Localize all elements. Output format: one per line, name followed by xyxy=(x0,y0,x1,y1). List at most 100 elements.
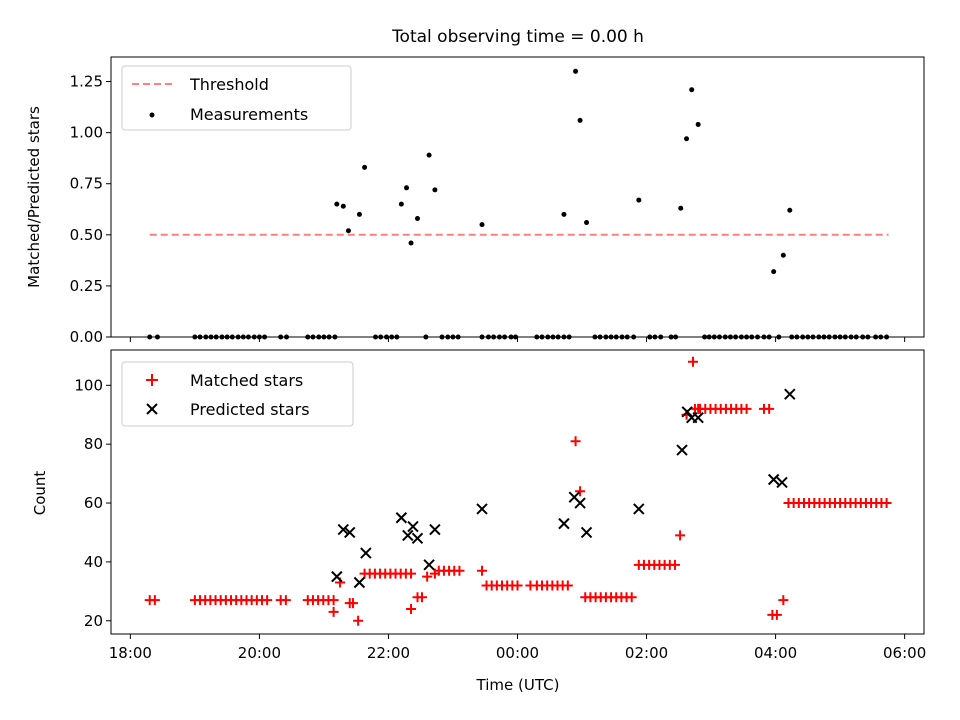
predicted-star-point xyxy=(676,444,688,456)
matched-star-point xyxy=(280,595,291,606)
legend-measurements-swatch xyxy=(149,112,155,118)
predicted-star-point xyxy=(423,559,435,571)
top-axes: 0.00 0.25 0.50 0.75 1.00 1.25 Matched/Predict… xyxy=(25,56,925,346)
measurement-point xyxy=(394,334,400,340)
measurement-point xyxy=(502,334,508,340)
predicted-star-point xyxy=(558,517,570,530)
measurement-point xyxy=(203,334,209,340)
measurement-point xyxy=(345,228,351,234)
measurement-point xyxy=(213,334,219,340)
measurement-point xyxy=(608,334,614,340)
bottom-y-tick-label: 20 xyxy=(84,612,103,630)
measurement-point xyxy=(668,334,674,340)
measurement-point xyxy=(584,220,590,226)
top-y-tick-label: 0.75 xyxy=(70,175,103,193)
measurement-point xyxy=(455,334,461,340)
measurement-point xyxy=(240,334,246,340)
measurement-point xyxy=(684,136,690,142)
top-y-tick-label: 1.25 xyxy=(70,73,103,91)
matched-star-point xyxy=(669,559,680,570)
measurement-point xyxy=(334,201,340,207)
measurement-point xyxy=(619,334,625,340)
predicted-star-point xyxy=(692,411,704,424)
measurement-point xyxy=(722,334,728,340)
matched-star-point xyxy=(525,580,536,591)
measurement-point xyxy=(414,215,420,221)
top-y-tick-label: 0.25 xyxy=(70,277,103,295)
measurement-point xyxy=(555,334,561,340)
measurement-point xyxy=(219,334,225,340)
measurement-point xyxy=(766,334,772,340)
predicted-star-point xyxy=(402,529,414,542)
measurement-point xyxy=(332,334,338,340)
measurement-point xyxy=(673,334,679,340)
predicted-star-point xyxy=(360,547,372,559)
measurement-point xyxy=(408,240,414,246)
measurement-point xyxy=(545,334,551,340)
matched-star-point xyxy=(626,592,637,603)
matched-star-point xyxy=(353,615,364,626)
measurement-point xyxy=(597,334,603,340)
predicted-star-point xyxy=(407,520,419,533)
matched-star-point xyxy=(328,595,339,606)
predicted-star-point xyxy=(411,532,424,545)
measurement-point xyxy=(613,334,619,340)
measurement-point xyxy=(479,222,485,228)
measurement-point xyxy=(706,334,712,340)
measurement-point xyxy=(658,334,664,340)
top-y-axis-label: Matched/Predicted stars xyxy=(25,106,43,288)
predicted-star-point xyxy=(337,523,349,536)
matched-star-point xyxy=(512,580,523,591)
measurement-point xyxy=(647,334,653,340)
matched-star-point xyxy=(570,436,581,447)
x-tick-label: 00:00 xyxy=(496,644,539,662)
measurement-point xyxy=(702,334,708,340)
matched-star-point xyxy=(429,568,440,579)
measurement-point xyxy=(398,201,404,207)
measurement-point xyxy=(340,203,346,209)
bottom-x-ticks: 18:00 20:00 22:00 00:00 02:00 04:00 06:00 xyxy=(109,634,926,662)
measurement-point xyxy=(229,334,235,340)
measurement-point xyxy=(450,334,456,340)
matched-star-point xyxy=(422,571,433,582)
measurement-point xyxy=(561,334,567,340)
matched-star-point xyxy=(562,580,573,591)
measurement-point xyxy=(147,334,153,340)
measurement-point xyxy=(631,334,637,340)
measurement-point xyxy=(439,334,445,340)
measurement-point xyxy=(316,334,322,340)
measurement-point xyxy=(224,334,230,340)
measurement-point xyxy=(404,185,410,191)
measurement-point xyxy=(550,334,556,340)
measurement-point xyxy=(744,334,750,340)
matched-star-point xyxy=(881,498,892,509)
measurement-point xyxy=(508,334,514,340)
chart-title: Total observing time = 0.00 h xyxy=(391,27,644,47)
bottom-y-axis-label: Count xyxy=(31,471,49,516)
measurement-point xyxy=(624,334,630,340)
measurement-point xyxy=(356,211,362,217)
measurement-point xyxy=(305,334,311,340)
measurement-point xyxy=(749,334,755,340)
measurement-point xyxy=(566,334,572,340)
measurement-point xyxy=(561,211,567,217)
measurement-point xyxy=(853,334,859,340)
measurement-point xyxy=(423,334,429,340)
measurement-point xyxy=(816,334,822,340)
measurement-point xyxy=(842,334,848,340)
matched-star-point xyxy=(688,356,699,367)
measurement-point xyxy=(485,334,491,340)
measurement-point xyxy=(776,334,782,340)
x-tick-label: 06:00 xyxy=(883,644,926,662)
matched-star-point xyxy=(693,403,704,414)
matched-star-point xyxy=(741,403,752,414)
measurement-point xyxy=(513,334,519,340)
measurement-point xyxy=(192,334,198,340)
measurement-point xyxy=(362,164,368,170)
measurement-point xyxy=(426,152,432,158)
predicted-star-point xyxy=(429,523,441,536)
x-tick-label: 20:00 xyxy=(238,644,281,662)
measurement-point xyxy=(800,334,806,340)
predicted-star-point xyxy=(331,570,343,583)
